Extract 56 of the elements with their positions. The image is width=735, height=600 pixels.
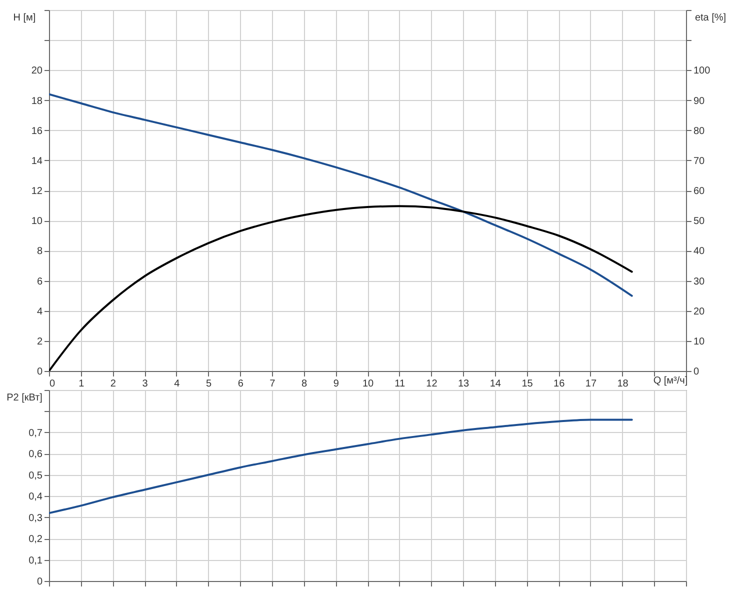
y-tick-label: 0 [36, 576, 43, 588]
x-tick-label: 10 [362, 378, 374, 390]
y2-tick-label: 80 [694, 126, 706, 137]
x-tick-label: 8 [302, 378, 308, 390]
x-axis-title: Q [м³/ч] [653, 376, 688, 386]
y-tick-label: 12 [31, 186, 43, 197]
y-axis-title: P2 [кВт] [6, 392, 43, 404]
y2-tick-label: 70 [694, 156, 706, 167]
y2-tick-label: 20 [694, 306, 706, 318]
y-tick-label: 0 [36, 366, 43, 378]
x-tick-label: 11 [394, 378, 406, 390]
y-tick-label: 20 [31, 66, 43, 77]
y-tick-label: 16 [31, 126, 43, 137]
x-tick-label: 17 [585, 378, 597, 390]
y-tick-label: 6 [36, 276, 43, 288]
y-axis-title: H [м] [13, 12, 36, 24]
y2-tick-label: 50 [694, 216, 706, 228]
x-tick-label: 3 [142, 378, 148, 390]
x-tick-label: 13 [458, 378, 470, 390]
y-tick-label: 0,3 [28, 512, 43, 524]
y-tick-label: 0,2 [28, 534, 43, 546]
x-tick-label: 0 [50, 378, 56, 390]
y2-tick-label: 60 [694, 186, 706, 197]
x-tick-label: 2 [110, 378, 116, 390]
y2-tick-label: 90 [694, 96, 706, 107]
y2-axis-title: eta [%] [694, 12, 726, 24]
y-tick-label: 18 [31, 96, 43, 107]
y2-tick-label: 0 [694, 366, 700, 378]
y-tick-label: 0,1 [28, 555, 43, 566]
y-tick-label: 14 [31, 156, 43, 167]
x-tick-label: 5 [206, 378, 212, 390]
line-series [49, 418, 633, 514]
y-tick-label: 10 [31, 216, 43, 228]
x-tick-label: 18 [617, 378, 629, 390]
line-series [49, 205, 633, 371]
y2-tick-label: 30 [694, 276, 706, 288]
y2-tick-label: 40 [694, 246, 706, 258]
y-tick-label: 2 [36, 336, 43, 348]
x-tick-label: 12 [426, 378, 438, 390]
line-series [49, 93, 633, 297]
x-tick-label: 6 [238, 378, 244, 390]
x-tick-label: 4 [174, 378, 180, 390]
x-tick-label: 16 [554, 378, 566, 390]
x-tick-label: 14 [490, 378, 502, 390]
y2-tick-label: 10 [694, 336, 706, 348]
x-tick-label: 9 [333, 378, 340, 390]
y-tick-label: 0,7 [28, 428, 43, 439]
y-tick-label: 0,5 [28, 470, 43, 482]
y-tick-label: 0,4 [28, 492, 43, 503]
y2-tick-label: 100 [694, 66, 711, 77]
y-tick-label: 8 [36, 246, 43, 258]
y-tick-label: 4 [36, 306, 43, 318]
x-tick-label: 1 [78, 378, 85, 390]
x-tick-label: 7 [270, 378, 276, 390]
y-tick-label: 0,6 [28, 449, 43, 460]
x-tick-label: 15 [522, 378, 534, 390]
